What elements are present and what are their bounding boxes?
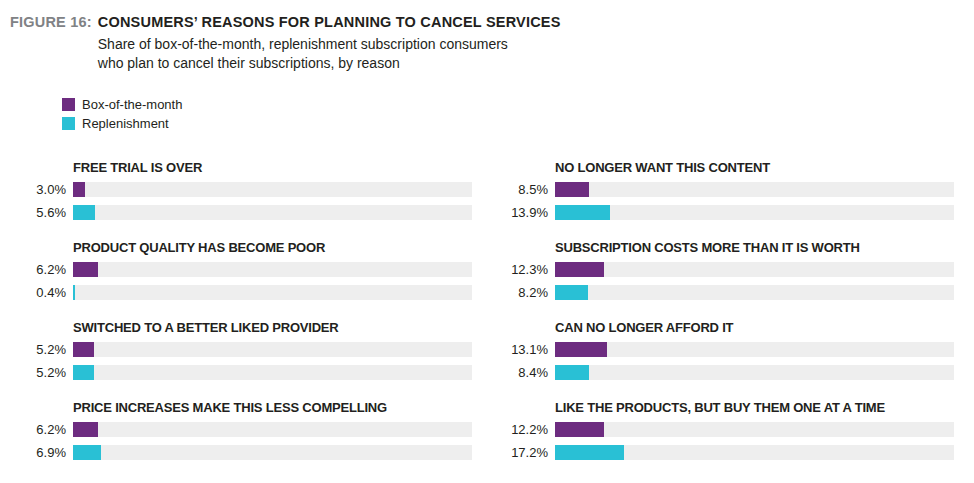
bar-fill bbox=[73, 422, 98, 437]
bar-track bbox=[555, 182, 954, 197]
category-label: FREE TRIAL IS OVER bbox=[73, 160, 472, 175]
bar-row: 8.5% bbox=[500, 182, 954, 197]
bar-track bbox=[555, 342, 954, 357]
bar-track bbox=[555, 422, 954, 437]
category-label: PRICE INCREASES MAKE THIS LESS COMPELLIN… bbox=[73, 400, 472, 415]
bar-row: 12.2% bbox=[500, 422, 954, 437]
category-label: PRODUCT QUALITY HAS BECOME POOR bbox=[73, 240, 472, 255]
figure-subtitle-line2: who plan to cancel their subscriptions, … bbox=[98, 54, 561, 73]
bar-row: 13.1% bbox=[500, 342, 954, 357]
bar-track bbox=[555, 365, 954, 380]
bar-value-label: 5.2% bbox=[18, 365, 66, 380]
bar-fill bbox=[73, 285, 75, 300]
figure-header: FIGURE 16: CONSUMERS’ REASONS FOR PLANNI… bbox=[0, 0, 974, 73]
bar-track bbox=[73, 365, 472, 380]
chart-column: FREE TRIAL IS OVER 3.0% 5.6% PRODUCT QUA… bbox=[18, 160, 472, 480]
bar-row: 0.4% bbox=[18, 285, 472, 300]
bar-track bbox=[73, 342, 472, 357]
bar-row: 13.9% bbox=[500, 205, 954, 220]
category-label: CAN NO LONGER AFFORD IT bbox=[555, 320, 954, 335]
bar-fill bbox=[555, 182, 589, 197]
bar-value-label: 6.9% bbox=[18, 445, 66, 460]
bar-track bbox=[555, 205, 954, 220]
bar-row: 3.0% bbox=[18, 182, 472, 197]
bar-track bbox=[73, 285, 472, 300]
bar-fill bbox=[73, 342, 94, 357]
bar-track bbox=[73, 422, 472, 437]
chart-column: NO LONGER WANT THIS CONTENT 8.5% 13.9% S… bbox=[500, 160, 954, 480]
bar-value-label: 8.4% bbox=[500, 365, 548, 380]
bar-group: NO LONGER WANT THIS CONTENT 8.5% 13.9% bbox=[500, 160, 954, 220]
bar-value-label: 13.1% bbox=[500, 342, 548, 357]
bar-row: 5.2% bbox=[18, 342, 472, 357]
bar-fill bbox=[73, 445, 101, 460]
figure-number-label: FIGURE 16: bbox=[10, 13, 92, 32]
legend-swatch-replenishment bbox=[62, 117, 75, 130]
category-label: SWITCHED TO A BETTER LIKED PROVIDER bbox=[73, 320, 472, 335]
bar-group: LIKE THE PRODUCTS, BUT BUY THEM ONE AT A… bbox=[500, 400, 954, 460]
bar-value-label: 13.9% bbox=[500, 205, 548, 220]
bar-value-label: 0.4% bbox=[18, 285, 66, 300]
bar-row: 6.2% bbox=[18, 422, 472, 437]
bar-value-label: 8.5% bbox=[500, 182, 548, 197]
bar-value-label: 12.2% bbox=[500, 422, 548, 437]
bar-row: 6.2% bbox=[18, 262, 472, 277]
legend-item-replenishment: Replenishment bbox=[62, 114, 974, 133]
figure-title: CONSUMERS’ REASONS FOR PLANNING TO CANCE… bbox=[98, 13, 561, 32]
legend-item-box-of-the-month: Box-of-the-month bbox=[62, 95, 974, 114]
bar-track bbox=[73, 182, 472, 197]
bar-track bbox=[555, 445, 954, 460]
bar-group: SUBSCRIPTION COSTS MORE THAN IT IS WORTH… bbox=[500, 240, 954, 300]
bar-fill bbox=[73, 262, 98, 277]
bar-row: 8.4% bbox=[500, 365, 954, 380]
figure-subtitle: Share of box-of-the-month, replenishment… bbox=[98, 35, 561, 73]
category-label: LIKE THE PRODUCTS, BUT BUY THEM ONE AT A… bbox=[555, 400, 954, 415]
bar-fill bbox=[555, 342, 607, 357]
bar-fill bbox=[73, 205, 95, 220]
bar-fill bbox=[555, 445, 624, 460]
bar-fill bbox=[73, 365, 94, 380]
bar-track bbox=[73, 445, 472, 460]
chart-legend: Box-of-the-month Replenishment bbox=[62, 95, 974, 133]
bar-fill bbox=[555, 205, 610, 220]
bar-fill bbox=[555, 422, 604, 437]
bar-track bbox=[555, 285, 954, 300]
category-label: NO LONGER WANT THIS CONTENT bbox=[555, 160, 954, 175]
legend-label: Replenishment bbox=[82, 117, 169, 130]
bar-track bbox=[73, 262, 472, 277]
bar-value-label: 6.2% bbox=[18, 422, 66, 437]
bar-value-label: 5.2% bbox=[18, 342, 66, 357]
figure-subtitle-line1: Share of box-of-the-month, replenishment… bbox=[98, 35, 561, 54]
bar-value-label: 12.3% bbox=[500, 262, 548, 277]
bar-value-label: 8.2% bbox=[500, 285, 548, 300]
bar-value-label: 5.6% bbox=[18, 205, 66, 220]
legend-label: Box-of-the-month bbox=[82, 98, 182, 111]
bar-row: 17.2% bbox=[500, 445, 954, 460]
bar-row: 5.6% bbox=[18, 205, 472, 220]
bar-fill bbox=[555, 285, 588, 300]
bar-group: PRODUCT QUALITY HAS BECOME POOR 6.2% 0.4… bbox=[18, 240, 472, 300]
bar-fill bbox=[555, 262, 604, 277]
bar-row: 12.3% bbox=[500, 262, 954, 277]
bar-group: PRICE INCREASES MAKE THIS LESS COMPELLIN… bbox=[18, 400, 472, 460]
figure-title-block: CONSUMERS’ REASONS FOR PLANNING TO CANCE… bbox=[98, 13, 561, 73]
bar-row: 8.2% bbox=[500, 285, 954, 300]
bar-value-label: 17.2% bbox=[500, 445, 548, 460]
bar-chart: FREE TRIAL IS OVER 3.0% 5.6% PRODUCT QUA… bbox=[18, 160, 954, 480]
bar-group: SWITCHED TO A BETTER LIKED PROVIDER 5.2%… bbox=[18, 320, 472, 380]
bar-value-label: 3.0% bbox=[18, 182, 66, 197]
bar-row: 6.9% bbox=[18, 445, 472, 460]
bar-value-label: 6.2% bbox=[18, 262, 66, 277]
bar-group: CAN NO LONGER AFFORD IT 13.1% 8.4% bbox=[500, 320, 954, 380]
category-label: SUBSCRIPTION COSTS MORE THAN IT IS WORTH bbox=[555, 240, 954, 255]
legend-swatch-box-of-the-month bbox=[62, 98, 75, 111]
bar-track bbox=[73, 205, 472, 220]
bar-track bbox=[555, 262, 954, 277]
bar-fill bbox=[555, 365, 589, 380]
bar-fill bbox=[73, 182, 85, 197]
bar-row: 5.2% bbox=[18, 365, 472, 380]
bar-group: FREE TRIAL IS OVER 3.0% 5.6% bbox=[18, 160, 472, 220]
